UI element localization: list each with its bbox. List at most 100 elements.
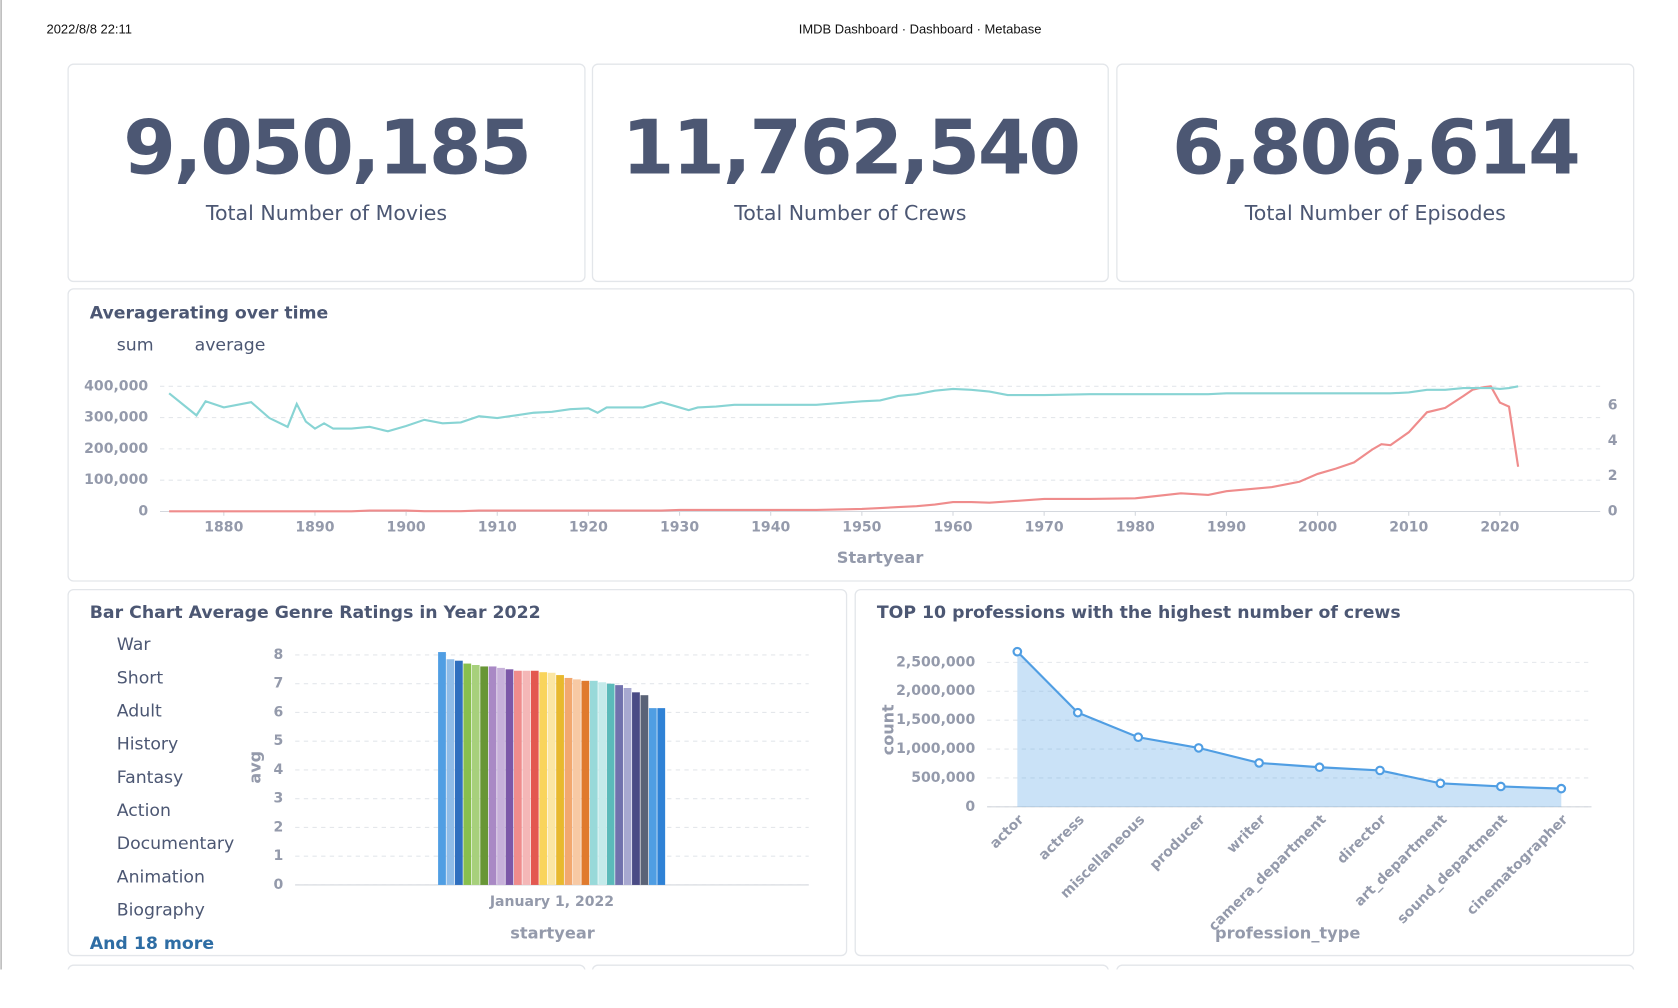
bar bbox=[648, 708, 657, 885]
bar bbox=[471, 665, 480, 885]
y-axis-label: count bbox=[878, 704, 897, 755]
card bbox=[67, 63, 586, 283]
bar bbox=[454, 660, 463, 885]
bar bbox=[522, 670, 531, 885]
y-tick-label: 2 bbox=[273, 819, 283, 835]
x-tick-label: 1970 bbox=[1025, 520, 1064, 536]
chart-title: TOP 10 professions with the highest numb… bbox=[877, 603, 1401, 623]
legend-item: Fantasy bbox=[117, 768, 184, 788]
y-tick-label: 500,000 bbox=[911, 770, 975, 786]
x-axis-label: Startyear bbox=[837, 548, 924, 567]
scalar-value: 11,762,540 bbox=[622, 104, 1079, 192]
y-tick-label: 2,000,000 bbox=[896, 683, 975, 699]
point bbox=[1072, 707, 1083, 718]
legend-more: And 18 more bbox=[90, 934, 214, 954]
y2-tick-label: 0 bbox=[1608, 504, 1618, 520]
x-axis-label: profession_type bbox=[1215, 924, 1360, 943]
page-margin bbox=[0, 969, 1678, 1008]
series-line bbox=[1016, 650, 1562, 790]
bar bbox=[615, 685, 623, 885]
card bbox=[591, 63, 1109, 283]
x-tick-label: 1990 bbox=[1207, 520, 1246, 536]
bar bbox=[530, 670, 539, 885]
bar bbox=[488, 666, 497, 885]
y-tick-label: 1 bbox=[273, 848, 283, 864]
scalar-label: Total Number of Movies bbox=[205, 201, 447, 225]
legend-item: Adult bbox=[117, 702, 162, 722]
point bbox=[1314, 762, 1325, 773]
x-tick-label: 1950 bbox=[842, 520, 881, 536]
y-tick-label: 3 bbox=[273, 791, 283, 807]
legend-item: Animation bbox=[117, 868, 205, 888]
point bbox=[1556, 783, 1567, 794]
point bbox=[1495, 781, 1506, 792]
bar bbox=[497, 667, 505, 885]
bar bbox=[463, 663, 472, 885]
scalar-label: Total Number of Crews bbox=[733, 201, 966, 225]
bar bbox=[573, 679, 581, 885]
y-tick-label: 6 bbox=[273, 704, 283, 720]
x-tick-label: 2000 bbox=[1298, 520, 1337, 536]
bar bbox=[589, 680, 598, 885]
bar bbox=[623, 688, 632, 885]
legend-item: Biography bbox=[117, 901, 205, 921]
y2-tick-label: 2 bbox=[1608, 468, 1618, 484]
chart-title: Bar Chart Average Genre Ratings in Year … bbox=[90, 603, 541, 623]
area-fill bbox=[1017, 651, 1562, 807]
bar bbox=[438, 652, 446, 885]
y2-tick-label: 6 bbox=[1608, 398, 1618, 414]
bar bbox=[657, 708, 666, 885]
bar bbox=[513, 670, 522, 885]
scalar-value: 9,050,185 bbox=[123, 104, 530, 192]
x-tick-label: 1890 bbox=[295, 520, 334, 536]
x-tick-label: 2020 bbox=[1480, 520, 1519, 536]
x-tick-label: 1900 bbox=[387, 520, 426, 536]
legend-item: sum bbox=[117, 336, 154, 356]
bar bbox=[606, 683, 615, 885]
print-title: IMDB Dashboard · Dashboard · Metabase bbox=[799, 21, 1042, 36]
y-tick-label: 400,000 bbox=[84, 378, 148, 394]
scalar-value: 6,806,614 bbox=[1172, 104, 1579, 192]
y-tick-label: 2,500,000 bbox=[896, 654, 975, 670]
bar bbox=[539, 672, 548, 885]
x-tick-label: 1880 bbox=[204, 520, 243, 536]
bar bbox=[480, 666, 489, 885]
card bbox=[854, 588, 1635, 957]
point bbox=[1133, 732, 1144, 743]
point bbox=[1254, 758, 1264, 768]
bar bbox=[564, 677, 573, 885]
x-tick-label: 1930 bbox=[660, 520, 699, 536]
bar bbox=[547, 672, 556, 885]
point bbox=[1435, 778, 1446, 789]
point bbox=[1012, 646, 1023, 657]
y-tick-label: 1,500,000 bbox=[896, 712, 975, 728]
y-tick-label: 0 bbox=[138, 504, 148, 520]
legend-item: Short bbox=[117, 668, 164, 688]
point bbox=[1375, 765, 1385, 776]
series-line bbox=[168, 385, 1519, 433]
bar bbox=[581, 680, 590, 885]
y-tick-label: 0 bbox=[965, 799, 975, 815]
y-tick-label: 100,000 bbox=[84, 472, 148, 488]
x-tick-label: 1940 bbox=[751, 520, 790, 536]
print-date: 2022/8/8 22:11 bbox=[46, 21, 132, 36]
x-tick-label: 1920 bbox=[569, 520, 608, 536]
series-line bbox=[169, 385, 1520, 513]
card bbox=[67, 288, 1635, 582]
x-tick-label: January 1, 2022 bbox=[489, 894, 614, 910]
legend-item: History bbox=[117, 735, 179, 755]
legend-item: Documentary bbox=[117, 834, 235, 854]
bar bbox=[505, 669, 514, 885]
chart-title: Averagerating over time bbox=[90, 304, 329, 324]
bar bbox=[598, 682, 607, 885]
y-tick-label: 7 bbox=[273, 676, 283, 692]
bar bbox=[632, 692, 640, 885]
legend-item: War bbox=[117, 635, 152, 655]
bar bbox=[640, 695, 649, 885]
y-tick-label: 4 bbox=[273, 762, 283, 778]
legend-item: average bbox=[195, 336, 266, 356]
card bbox=[1116, 63, 1635, 283]
bar bbox=[556, 675, 564, 885]
